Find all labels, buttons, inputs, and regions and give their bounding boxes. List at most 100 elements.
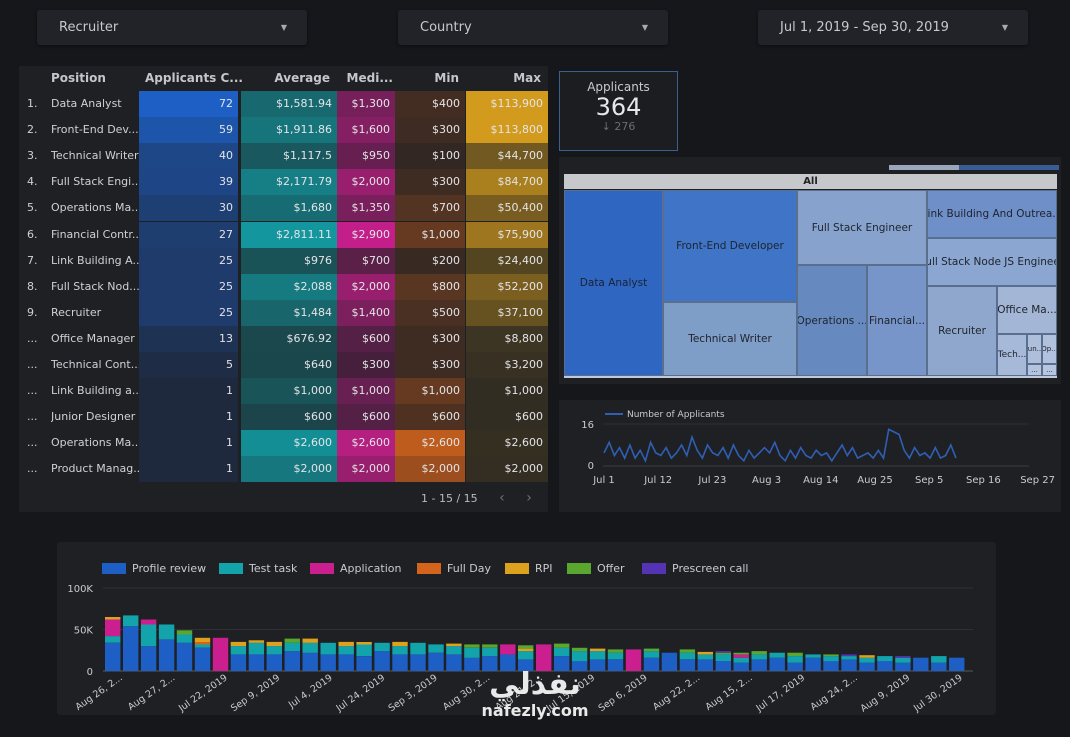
- bar-segment[interactable]: [895, 657, 911, 663]
- bar-segment[interactable]: [194, 644, 211, 648]
- bar-segment[interactable]: [176, 642, 193, 671]
- bar-segment[interactable]: [607, 659, 624, 671]
- bar-segment[interactable]: [679, 659, 696, 671]
- bar-segment[interactable]: [248, 654, 265, 671]
- bar-segment[interactable]: [841, 659, 857, 671]
- table-row[interactable]: 2. Front-End Dev... 59 $1,911.86 $1,600 $300 $…: [19, 117, 548, 144]
- bar-segment[interactable]: [428, 652, 444, 671]
- bar-segment[interactable]: [248, 640, 265, 643]
- bar-segment[interactable]: [571, 651, 588, 662]
- treemap-cell[interactable]: ...: [1042, 364, 1057, 376]
- bar-segment[interactable]: [392, 641, 408, 647]
- bar-segment[interactable]: [410, 654, 426, 671]
- treemap-cell[interactable]: Tech...: [997, 334, 1027, 376]
- bar-segment[interactable]: [105, 619, 121, 637]
- bar-segment[interactable]: [661, 652, 678, 671]
- treemap-cell[interactable]: Front-End Developer: [663, 190, 797, 302]
- bar-segment[interactable]: [877, 661, 893, 671]
- column-header-applicants[interactable]: Applicants C...: [145, 71, 243, 85]
- bar-segment[interactable]: [697, 654, 713, 660]
- bar-segment[interactable]: [230, 654, 247, 671]
- treemap-cell[interactable]: Recruiter: [927, 286, 997, 376]
- table-row[interactable]: 9. Recruiter 25 $1,484 $1,400 $500 $37,100: [19, 299, 548, 326]
- recruiter-filter[interactable]: Recruiter ▼: [37, 10, 307, 45]
- bar-segment[interactable]: [518, 651, 534, 660]
- treemap-cell[interactable]: Op...: [1042, 334, 1057, 364]
- table-row[interactable]: ... Link Building a... 1 $1,000 $1,000 $1,000…: [19, 378, 548, 405]
- treemap-scrollbar[interactable]: [889, 165, 1059, 170]
- bar-segment[interactable]: [931, 662, 947, 671]
- bar-segment[interactable]: [769, 652, 785, 658]
- bar-segment[interactable]: [176, 630, 193, 635]
- treemap-root-header[interactable]: All: [564, 174, 1057, 189]
- bar-segment[interactable]: [697, 659, 713, 671]
- bar-segment[interactable]: [105, 636, 121, 643]
- bar-segment[interactable]: [140, 646, 157, 671]
- column-header-max[interactable]: Max: [513, 71, 541, 85]
- bar-segment[interactable]: [464, 647, 480, 658]
- bar-segment[interactable]: [158, 639, 175, 672]
- table-row[interactable]: 3. Technical Writer 40 $1,117.5 $950 $100 $44,…: [19, 143, 548, 170]
- country-filter[interactable]: Country ▼: [398, 10, 668, 45]
- legend-item[interactable]: Application: [310, 562, 401, 575]
- bar-segment[interactable]: [194, 647, 211, 671]
- bar-segment[interactable]: [733, 654, 749, 658]
- bar-segment[interactable]: [428, 644, 444, 653]
- legend-item[interactable]: Profile review: [102, 562, 206, 575]
- bar-segment[interactable]: [554, 656, 570, 671]
- bar-segment[interactable]: [697, 651, 713, 655]
- bar-segment[interactable]: [284, 638, 300, 643]
- treemap-cell[interactable]: Jun...: [1027, 334, 1042, 364]
- bar-segment[interactable]: [769, 657, 785, 671]
- treemap-cell[interactable]: Full Stack Node JS Engineer: [927, 238, 1057, 286]
- bar-segment[interactable]: [374, 642, 390, 652]
- bar-segment[interactable]: [374, 651, 390, 671]
- bar-segment[interactable]: [679, 652, 696, 660]
- bar-segment[interactable]: [284, 651, 300, 671]
- bar-segment[interactable]: [787, 656, 803, 663]
- bar-segment[interactable]: [715, 652, 731, 655]
- treemap-cell[interactable]: Financial...: [867, 265, 927, 376]
- bar-segment[interactable]: [158, 624, 175, 640]
- bar-segment[interactable]: [823, 654, 839, 657]
- bar-segment[interactable]: [554, 643, 570, 648]
- bar-segment[interactable]: [464, 644, 480, 648]
- treemap-cell[interactable]: Full Stack Engineer: [797, 190, 927, 265]
- bar-segment[interactable]: [733, 662, 749, 671]
- bar-segment[interactable]: [356, 656, 372, 671]
- bar-segment[interactable]: [625, 649, 642, 671]
- bar-segment[interactable]: [643, 651, 660, 658]
- bar-segment[interactable]: [500, 644, 516, 655]
- table-row[interactable]: ... Junior Designer 1 $600 $600 $600 $600: [19, 404, 548, 431]
- bar-segment[interactable]: [518, 648, 534, 652]
- bar-segment[interactable]: [859, 655, 875, 658]
- bar-segment[interactable]: [482, 656, 498, 671]
- bar-segment[interactable]: [571, 661, 588, 671]
- bar-segment[interactable]: [410, 642, 426, 655]
- bar-segment[interactable]: [140, 624, 157, 647]
- bar-segment[interactable]: [518, 659, 534, 671]
- bar-segment[interactable]: [895, 656, 911, 658]
- bar-segment[interactable]: [500, 654, 516, 671]
- bar-segment[interactable]: [123, 626, 139, 671]
- bar-segment[interactable]: [823, 661, 839, 671]
- table-row[interactable]: ... Product Manag... 1 $2,000 $2,000 $2,000 $2…: [19, 456, 548, 483]
- bar-segment[interactable]: [895, 662, 911, 671]
- bar-segment[interactable]: [787, 652, 803, 656]
- column-header-min[interactable]: Min: [434, 71, 459, 85]
- bar-segment[interactable]: [733, 657, 749, 663]
- bar-segment[interactable]: [266, 654, 282, 671]
- legend-item[interactable]: Offer: [567, 562, 625, 575]
- bar-segment[interactable]: [859, 662, 875, 671]
- bar-segment[interactable]: [446, 654, 462, 671]
- legend-item[interactable]: Prescreen call: [642, 562, 748, 575]
- bar-segment[interactable]: [230, 641, 247, 647]
- column-header-average[interactable]: Average: [274, 71, 330, 85]
- treemap-cell[interactable]: ...: [1027, 364, 1042, 376]
- bar-segment[interactable]: [733, 652, 749, 655]
- treemap-cell[interactable]: Office Ma...: [997, 286, 1057, 334]
- bar-segment[interactable]: [841, 654, 857, 657]
- bar-segment[interactable]: [554, 647, 570, 657]
- date-range-filter[interactable]: Jul 1, 2019 - Sep 30, 2019 ▼: [758, 10, 1028, 45]
- bar-segment[interactable]: [176, 634, 193, 643]
